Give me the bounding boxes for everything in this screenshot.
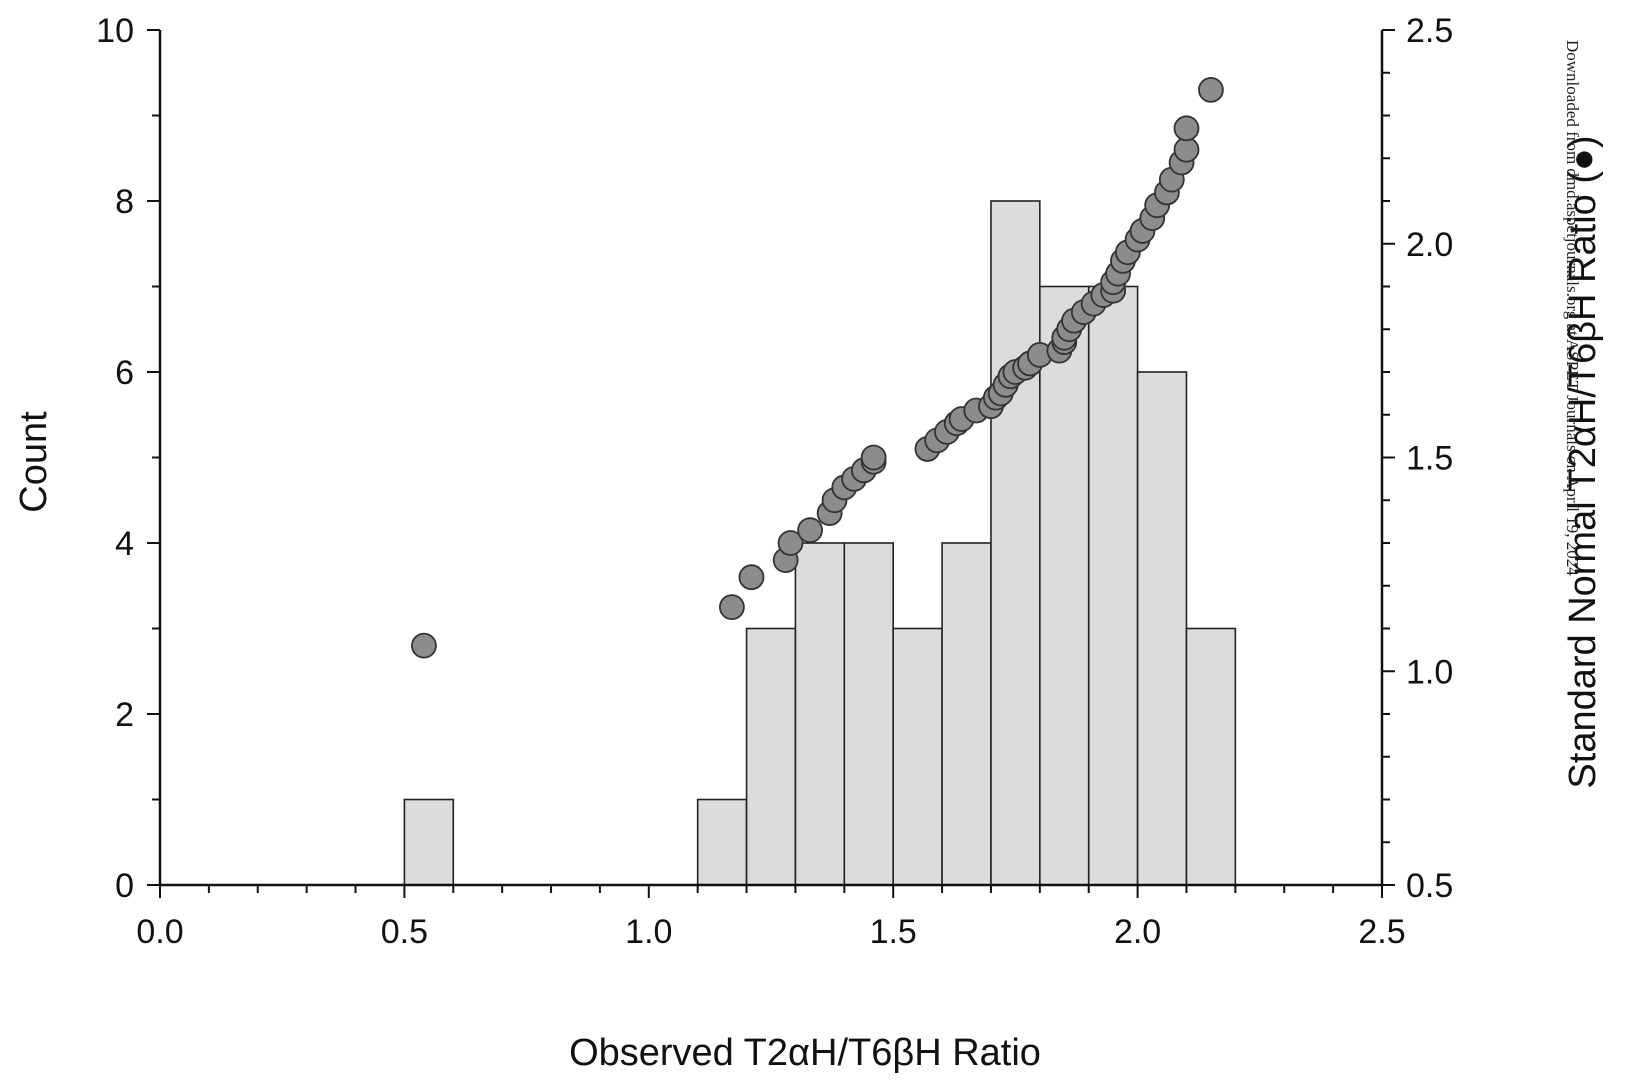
histogram-bar-8	[1039, 285, 1090, 886]
y-right-tick-label-2: 1.5	[1406, 440, 1453, 478]
y-left-tick-label-2: 4	[115, 525, 134, 563]
scatter-point-0	[411, 632, 437, 659]
histogram-bar-9	[1087, 285, 1139, 886]
x-tick-label-0: 0.0	[136, 913, 183, 951]
y-left-tick-label-3: 6	[115, 354, 134, 392]
x-tick-label-4: 2.0	[1114, 913, 1161, 951]
scatter-point-5	[797, 517, 824, 544]
histogram-bar-4	[843, 542, 895, 886]
x-tick-label-1: 0.5	[381, 913, 428, 951]
histogram-bars	[403, 200, 1237, 886]
histogram-bar-2	[745, 627, 797, 886]
tick-labels: 0.0 0.5 1.0 1.5 2.0 2.5 0 2 4 6 8 10 0.5 1.0 1.5 2.0 2.5	[96, 12, 1453, 951]
histogram-bar-7	[990, 200, 1041, 886]
x-axis-title: Observed T2αH/T6βH Ratio	[569, 1032, 1041, 1074]
y-left-tick-label-5: 10	[96, 12, 134, 50]
y-axis-right-title: Standard Normal T2αH/T6βH Ratio (●)	[1562, 135, 1604, 788]
y-left-tick-label-0: 0	[115, 867, 134, 905]
scatter-point-50	[1198, 76, 1224, 103]
y-right-tick-label-3: 2.0	[1406, 226, 1453, 264]
histogram-bar-1	[696, 798, 748, 886]
y-left-tick-label-1: 2	[115, 696, 134, 734]
scatter-point-1	[718, 594, 745, 621]
histogram-bar-5	[892, 627, 943, 886]
x-tick-label-5: 2.5	[1358, 913, 1405, 951]
histogram-bar-3	[794, 542, 846, 886]
y-right-tick-label-0: 0.5	[1406, 867, 1453, 905]
scatter-point-12	[860, 444, 887, 471]
histogram-bar-0	[403, 798, 455, 886]
histogram-bar-11	[1185, 627, 1237, 886]
ticks	[147, 29, 1395, 898]
scatter-point-4	[777, 530, 804, 556]
x-tick-label-2: 1.0	[625, 913, 672, 951]
scatter-point-48	[1173, 136, 1200, 163]
x-tick-label-3: 1.5	[870, 913, 917, 951]
scatter-point-2	[738, 564, 765, 591]
watermark-text: Downloaded from dmd.aspetjournals.org at…	[1563, 40, 1582, 576]
y-axis-left-title: Count	[13, 411, 55, 513]
y-right-tick-label-1: 1.0	[1406, 653, 1453, 691]
scatter-point-49	[1173, 115, 1200, 142]
histogram-bar-6	[941, 542, 992, 886]
y-right-tick-label-4: 2.5	[1406, 12, 1453, 50]
scatter-points	[411, 76, 1224, 659]
y-left-tick-label-4: 8	[115, 183, 134, 221]
histogram-bar-10	[1136, 371, 1188, 886]
